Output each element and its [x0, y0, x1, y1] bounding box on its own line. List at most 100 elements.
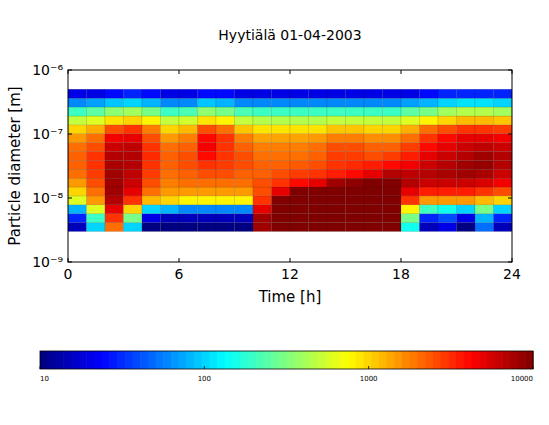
heat-cell: [179, 143, 198, 152]
heat-cell: [383, 134, 402, 143]
heat-cell: [383, 116, 402, 125]
heat-cell: [68, 125, 87, 134]
heat-cell: [494, 160, 513, 169]
heat-cell: [179, 178, 198, 187]
heat-cell: [142, 116, 161, 125]
heat-cell: [142, 187, 161, 196]
heat-cell: [290, 151, 309, 160]
heat-cell: [161, 214, 180, 223]
heat-cell: [68, 98, 87, 107]
heat-cell: [161, 134, 180, 143]
heat-cell: [142, 178, 161, 187]
colorbar-swatch: [510, 351, 518, 369]
heat-cell: [124, 205, 143, 214]
colorbar-swatch: [233, 351, 241, 369]
heat-cell: [438, 205, 457, 214]
heat-cell: [179, 107, 198, 116]
colorbar-swatch: [310, 351, 318, 369]
colorbar-swatch: [148, 351, 156, 369]
heat-cell: [383, 205, 402, 214]
heat-cell: [457, 107, 476, 116]
heat-cell: [327, 223, 346, 232]
heat-cell: [309, 160, 328, 169]
heat-cell: [198, 134, 217, 143]
colorbar-swatch: [287, 351, 295, 369]
heat-cell: [401, 196, 420, 205]
heat-cell: [420, 151, 439, 160]
colorbar-swatch: [132, 351, 140, 369]
heat-cell: [364, 178, 383, 187]
heat-cell: [198, 214, 217, 223]
heat-cell: [87, 116, 106, 125]
heat-cell: [327, 214, 346, 223]
heat-cell: [346, 151, 365, 160]
heat-cell: [290, 178, 309, 187]
heat-cell: [216, 160, 235, 169]
x-tick-top: [512, 70, 513, 74]
heat-cell: [457, 89, 476, 98]
heat-cell: [494, 223, 513, 232]
heat-cell: [87, 143, 106, 152]
heat-cell: [272, 178, 291, 187]
colorbar-swatch: [171, 351, 179, 369]
heat-cell: [309, 205, 328, 214]
colorbar-swatch: [71, 351, 79, 369]
heat-cell: [272, 160, 291, 169]
heat-cell: [105, 89, 124, 98]
heat-cell: [235, 107, 254, 116]
heat-cell: [420, 89, 439, 98]
heat-cell: [346, 196, 365, 205]
colorbar-swatch: [317, 351, 325, 369]
heat-cell: [309, 178, 328, 187]
x-tick-label: 6: [175, 266, 184, 282]
heat-cell: [346, 169, 365, 178]
heat-cell: [124, 160, 143, 169]
heat-cell: [401, 98, 420, 107]
colorbar-swatch: [102, 351, 110, 369]
colorbar-swatch: [263, 351, 271, 369]
x-tick-label: 18: [392, 266, 410, 282]
heat-cell: [327, 107, 346, 116]
heat-cell: [346, 187, 365, 196]
colorbar-swatch: [325, 351, 333, 369]
heat-cell: [290, 134, 309, 143]
heat-cell: [494, 187, 513, 196]
colorbar-swatch: [86, 351, 94, 369]
heat-cell: [235, 98, 254, 107]
colorbar-swatch: [109, 351, 117, 369]
heat-cell: [364, 205, 383, 214]
x-tick: [401, 258, 402, 262]
colorbar-swatch: [271, 351, 279, 369]
heat-cell: [253, 178, 272, 187]
heat-cell: [179, 214, 198, 223]
heat-cell: [290, 223, 309, 232]
colorbar-tick-label: 100: [198, 375, 211, 383]
heat-cell: [142, 98, 161, 107]
heat-cell: [142, 134, 161, 143]
heat-cell: [87, 223, 106, 232]
heat-cell: [142, 160, 161, 169]
heat-cell: [124, 214, 143, 223]
heat-cell: [198, 160, 217, 169]
heat-cell: [383, 98, 402, 107]
heat-cell: [68, 107, 87, 116]
heat-cell: [216, 151, 235, 160]
heat-cell: [272, 98, 291, 107]
heat-cell: [364, 125, 383, 134]
colorbar-swatch: [256, 351, 264, 369]
heat-cell: [327, 169, 346, 178]
heat-cell: [272, 169, 291, 178]
heat-cell: [309, 107, 328, 116]
heat-cell: [494, 205, 513, 214]
heat-cell: [364, 214, 383, 223]
heat-cell: [179, 169, 198, 178]
heat-cell: [216, 214, 235, 223]
y-tick-right: [508, 198, 512, 199]
colorbar-swatch: [464, 351, 472, 369]
heat-cell: [401, 143, 420, 152]
heat-cell: [216, 196, 235, 205]
heat-cell: [179, 89, 198, 98]
heat-cell: [216, 116, 235, 125]
heat-cell: [142, 107, 161, 116]
heat-cell: [383, 178, 402, 187]
